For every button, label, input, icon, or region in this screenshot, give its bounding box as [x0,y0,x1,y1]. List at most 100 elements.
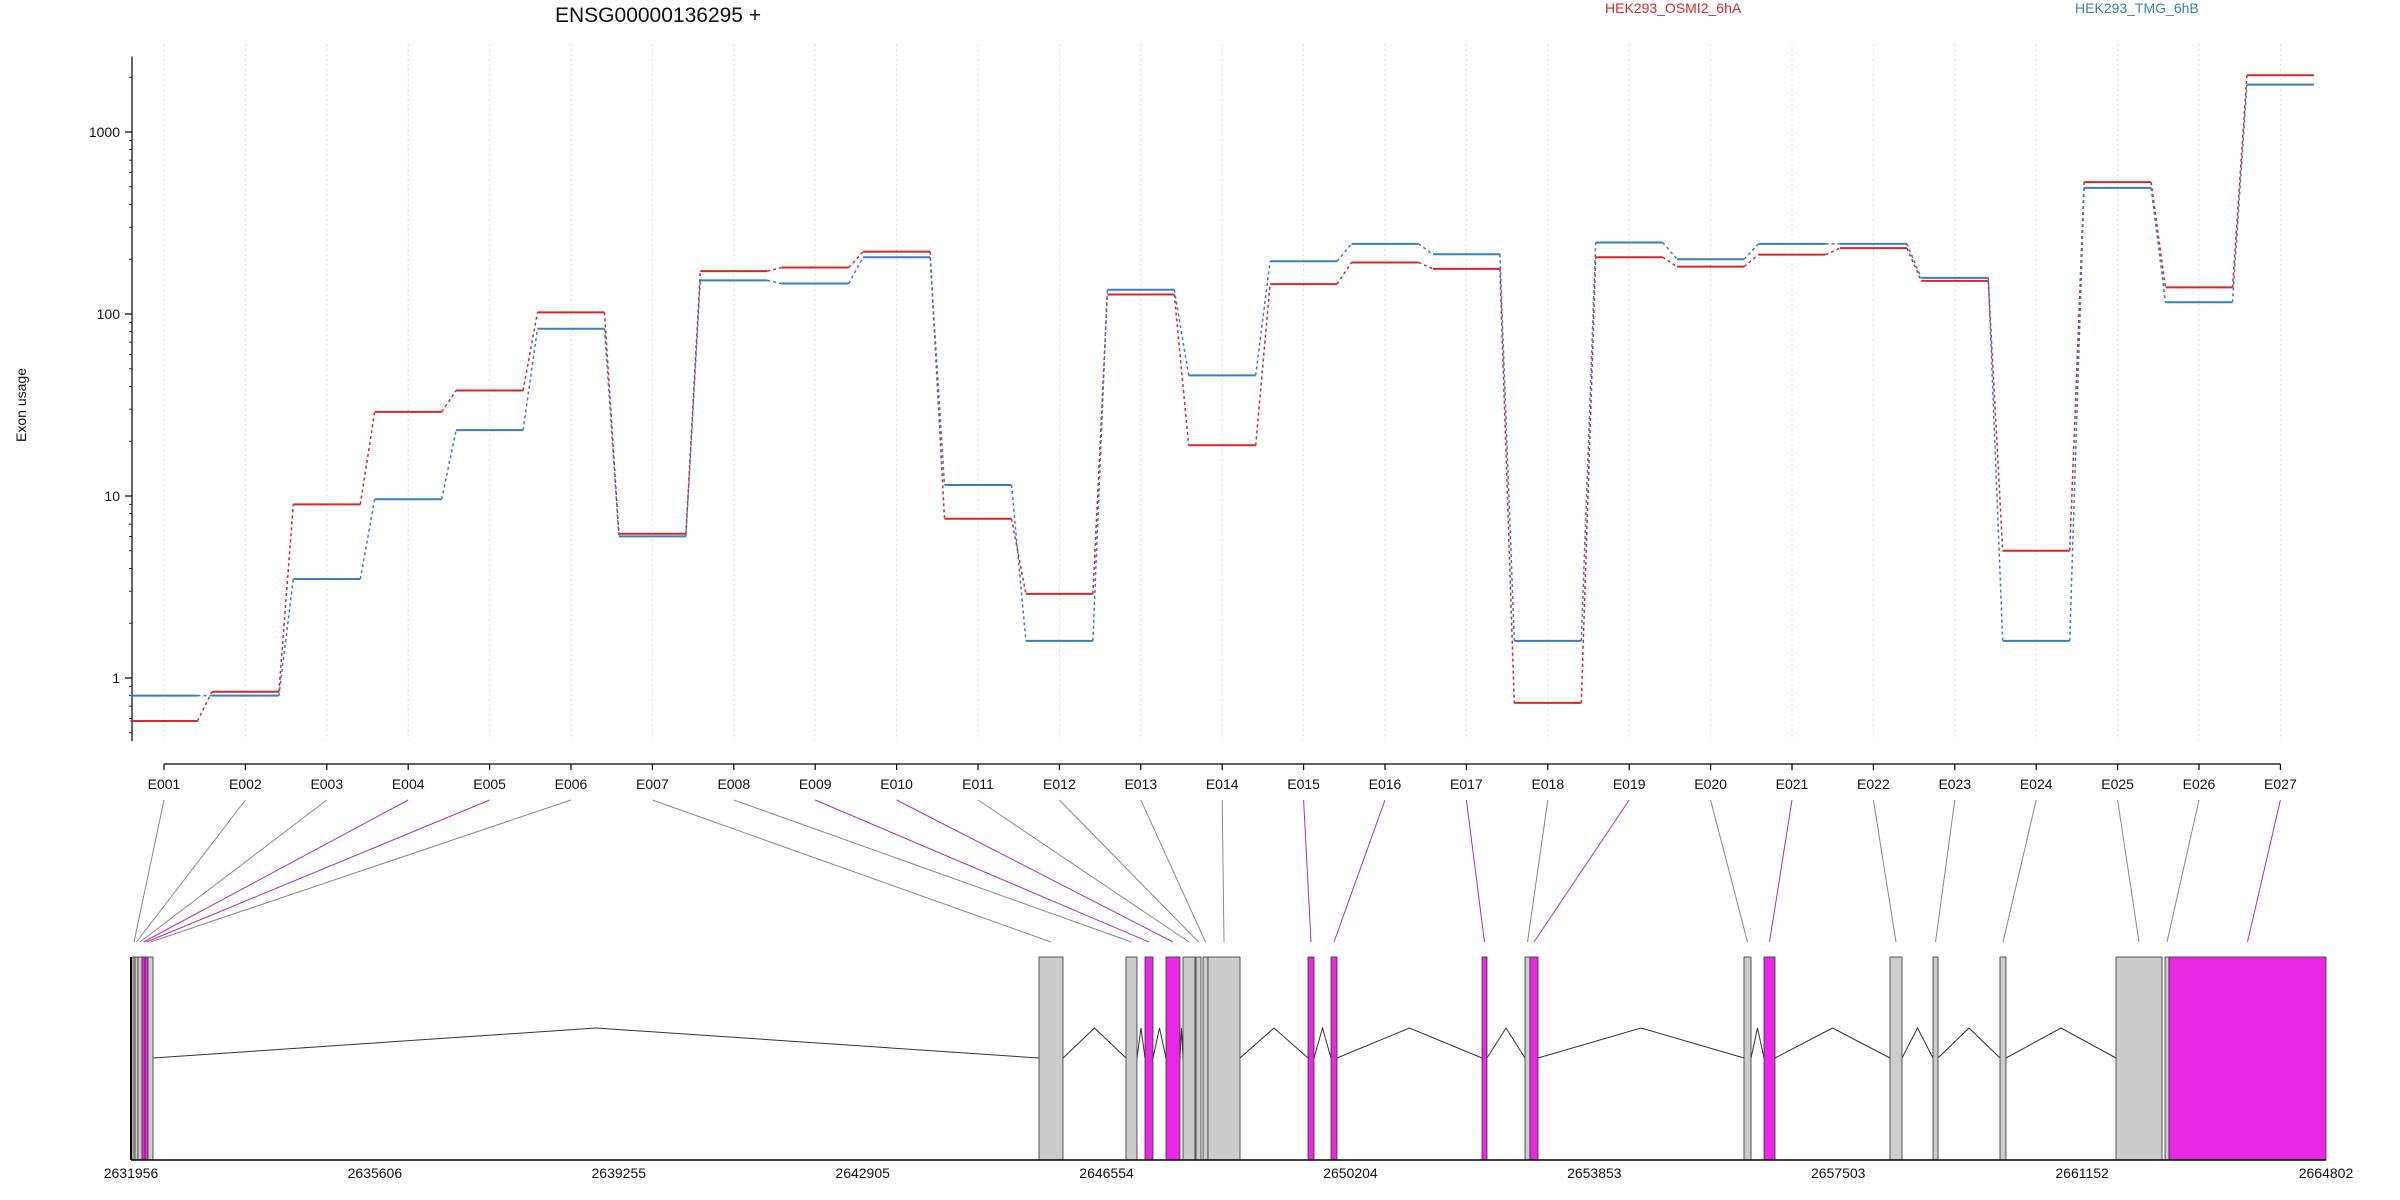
exon-box-E014 [1207,956,1241,1161]
intron-line [1313,1026,1332,1059]
x-tick-label-E003: E003 [310,776,343,792]
x-tick-label-E010: E010 [880,776,913,792]
intron-line [1486,1027,1526,1059]
y-tick-label: 1 [112,670,120,686]
series-connector [1580,242,1597,641]
series-connector [1743,243,1760,260]
y-axis-title: Exon usage [13,368,29,442]
x-tick-label-E007: E007 [636,776,669,792]
tick-labels: 1 10 100 1000 E001 E002 E003 E004 E005 E006 E007 E0… [89,124,2354,1181]
connector-E024 [2002,799,2037,943]
exon-box-E009 [1144,956,1154,1161]
series-connector [2150,187,2167,303]
exon-box-E027 [2168,956,2327,1161]
connector-E025 [2117,799,2140,943]
series-connector [685,271,702,534]
coordinate-tick-label: 2657503 [1811,1165,1866,1181]
connector-E023 [1935,799,1956,943]
exon-box-E017 [1481,956,1488,1161]
series-connector [685,280,702,537]
series-connector [1499,268,1516,703]
series-connector [1499,254,1516,641]
coordinate-tick-label: 2653853 [1567,1165,1622,1181]
connector-E014 [1221,799,1225,943]
intron-line [1336,1027,1483,1059]
coordinate-tick-label: 2642905 [835,1165,890,1181]
chart-title: ENSG00000136295 + [555,4,761,27]
x-tick-label-E019: E019 [1613,776,1646,792]
x-tick-label-E027: E027 [2264,776,2297,792]
connector-E021 [1769,799,1793,943]
intron-line [1152,1027,1167,1059]
series-connector [1336,243,1353,262]
intron-line [1537,1027,1745,1059]
exon-box-E021 [1763,956,1776,1161]
series-connector [522,312,539,391]
x-tick-label-E017: E017 [1450,776,1483,792]
connector-E026 [2166,799,2200,943]
connector-E007 [652,799,1052,943]
x-tick-label-E025: E025 [2101,776,2134,792]
series-connector [440,430,457,500]
exon-box-E015 [1307,956,1315,1161]
series-connector [767,266,782,272]
connector-E008 [733,799,1132,943]
intron-line [1239,1027,1309,1059]
coordinate-tick-label: 2646554 [1079,1165,1134,1181]
coordinate-tick-label: 2639255 [592,1165,647,1181]
intron-line [1136,1027,1146,1059]
connector-E009 [815,799,1150,943]
exon-box-E006 [147,956,154,1161]
series-connector [1906,243,1922,279]
exon-connector-lines [133,799,2281,943]
series-connector [929,257,946,486]
series-connector [278,578,295,696]
x-tick-label-E026: E026 [2183,776,2216,792]
connector-E027 [2247,799,2281,943]
exon-box-E025 [2115,956,2163,1161]
exon-box-E004 [141,956,146,1161]
legend-label-osmi2: HEK293_OSMI2_6hA [1605,0,1742,16]
exon-box-E024 [1999,956,2007,1161]
exon-box-E018 [1524,956,1531,1161]
exon-box-E002 [134,956,139,1161]
series-HEK293_TMG_6hB [130,83,2314,697]
series-connector [1662,242,1678,260]
coordinate-tick-label: 2631956 [104,1165,159,1181]
exon-box-E023 [1932,956,1939,1161]
series-connector [1418,243,1434,255]
x-tick-label-E022: E022 [1857,776,1890,792]
connector-E015 [1303,799,1312,943]
y-tick-label: 10 [104,488,120,504]
series-connector [1580,257,1597,703]
series-connector [848,251,864,269]
intron-line [2005,1027,2117,1059]
series-connector [1010,518,1027,594]
x-tick-label-E021: E021 [1776,776,1809,792]
x-tick-label-E001: E001 [148,776,181,792]
series-connector [2231,84,2248,303]
exon-box-E019 [1529,956,1539,1161]
exon-box-E013 [1202,956,1209,1161]
series-connector [2150,182,2167,288]
intron-line [1937,1027,2001,1059]
gene-model [130,956,2327,1161]
intron-line [1179,1027,1184,1059]
connector-E011 [977,799,1190,943]
series-connector [359,499,376,580]
x-tick-label-E002: E002 [229,776,262,792]
series-connector [1092,294,1109,594]
connector-E020 [1710,799,1748,943]
connector-E013 [1140,799,1206,943]
x-tick-label-E005: E005 [473,776,506,792]
coordinate-tick-label: 2661152 [2055,1165,2109,1181]
series-connector [848,256,864,284]
connector-E005 [146,799,490,943]
connector-E002 [136,799,246,943]
legend-label-tmg: HEK293_TMG_6hB [2075,0,2199,16]
connector-E010 [896,799,1174,943]
connector-E001 [133,799,165,943]
x-tick-label-E015: E015 [1287,776,1320,792]
series-connector [1743,254,1759,268]
x-tick-label-E016: E016 [1369,776,1402,792]
